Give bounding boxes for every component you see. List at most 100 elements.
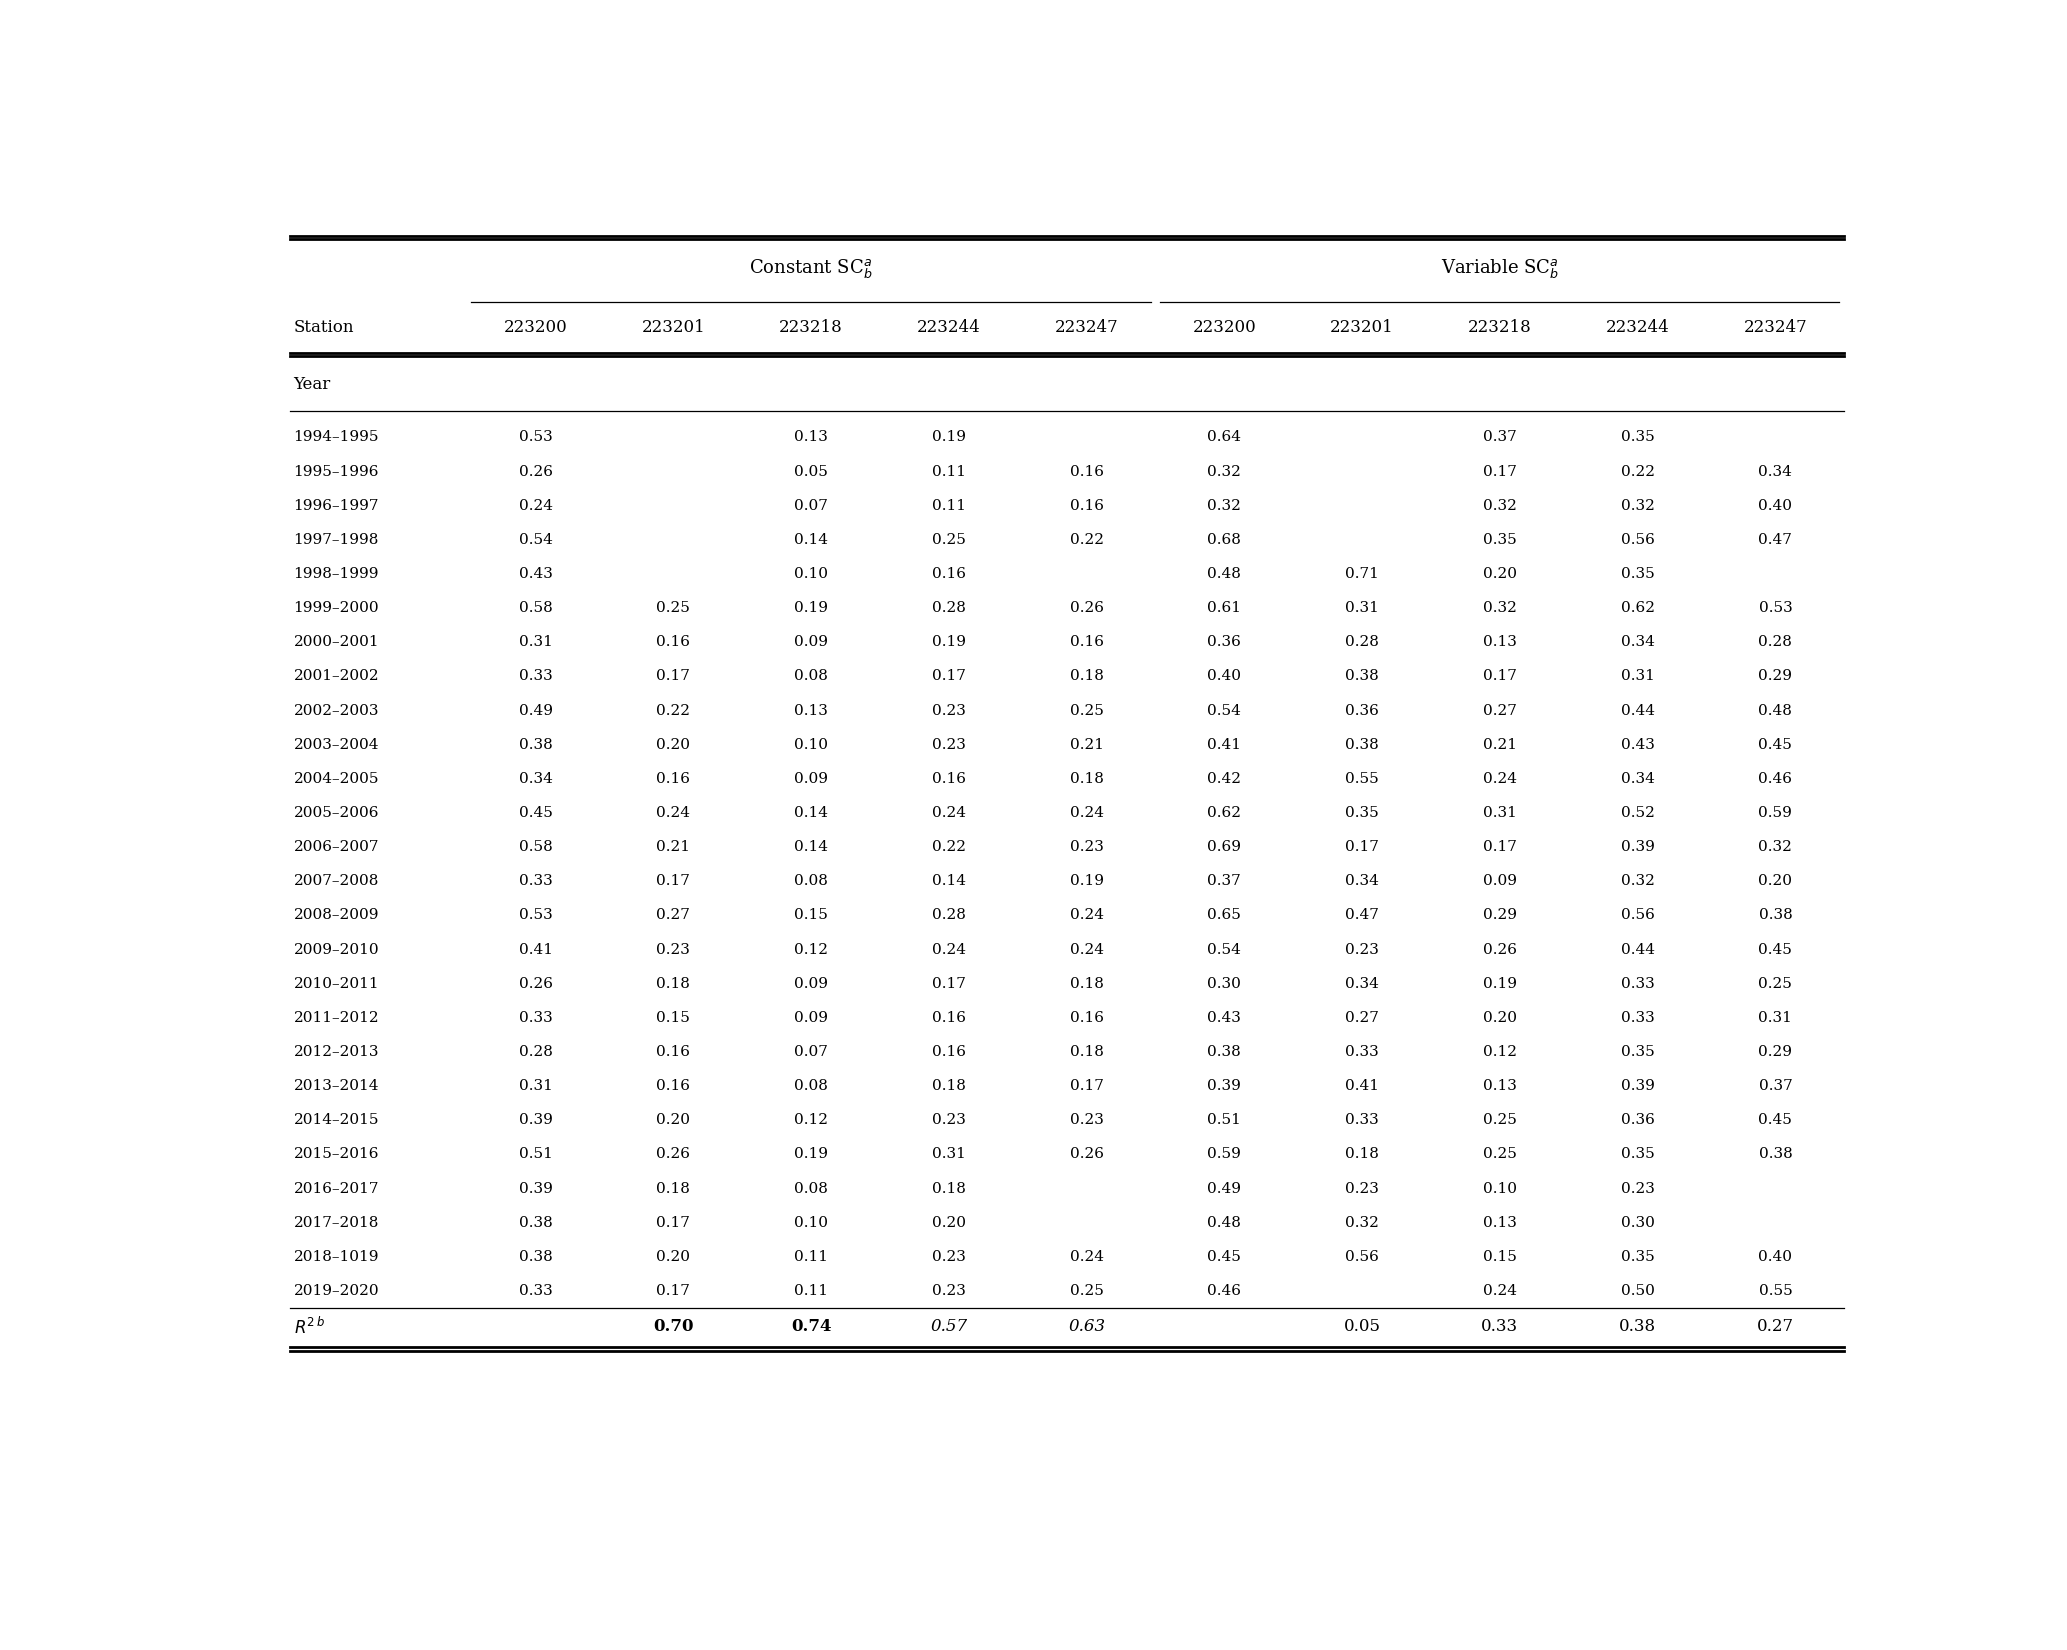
Text: 0.31: 0.31 bbox=[1759, 1011, 1792, 1025]
Text: 2006–2007: 2006–2007 bbox=[294, 840, 378, 855]
Text: 2002–2003: 2002–2003 bbox=[294, 703, 378, 718]
Text: 0.39: 0.39 bbox=[519, 1181, 552, 1196]
Text: 0.20: 0.20 bbox=[1482, 1011, 1517, 1025]
Text: 1999–2000: 1999–2000 bbox=[294, 601, 378, 615]
Text: 2018–1019: 2018–1019 bbox=[294, 1249, 378, 1264]
Text: 0.23: 0.23 bbox=[932, 738, 965, 752]
Text: 0.53: 0.53 bbox=[1759, 601, 1792, 615]
Text: 0.37: 0.37 bbox=[1759, 1079, 1792, 1094]
Text: 0.53: 0.53 bbox=[519, 909, 552, 922]
Text: 0.39: 0.39 bbox=[519, 1114, 552, 1127]
Text: 0.45: 0.45 bbox=[1759, 738, 1792, 752]
Text: 0.32: 0.32 bbox=[1207, 465, 1242, 478]
Text: 0.16: 0.16 bbox=[932, 1044, 965, 1059]
Text: 0.28: 0.28 bbox=[932, 909, 965, 922]
Text: 0.18: 0.18 bbox=[932, 1079, 965, 1094]
Text: 0.58: 0.58 bbox=[519, 601, 552, 615]
Text: 223201: 223201 bbox=[641, 318, 705, 337]
Text: 223247: 223247 bbox=[1054, 318, 1118, 337]
Text: 0.16: 0.16 bbox=[657, 635, 690, 650]
Text: 0.33: 0.33 bbox=[1621, 977, 1654, 990]
Text: 0.10: 0.10 bbox=[1482, 1181, 1517, 1196]
Text: 0.38: 0.38 bbox=[1346, 670, 1379, 683]
Text: 0.10: 0.10 bbox=[794, 1216, 829, 1229]
Text: 0.18: 0.18 bbox=[657, 977, 690, 990]
Text: 0.51: 0.51 bbox=[519, 1147, 552, 1162]
Text: 0.64: 0.64 bbox=[1207, 431, 1242, 444]
Text: 0.49: 0.49 bbox=[1207, 1181, 1242, 1196]
Text: 0.35: 0.35 bbox=[1621, 1044, 1654, 1059]
Text: 0.32: 0.32 bbox=[1482, 498, 1517, 513]
Text: 2001–2002: 2001–2002 bbox=[294, 670, 378, 683]
Text: 0.22: 0.22 bbox=[1621, 465, 1654, 478]
Text: 0.14: 0.14 bbox=[794, 805, 829, 820]
Text: 0.18: 0.18 bbox=[1346, 1147, 1379, 1162]
Text: 0.33: 0.33 bbox=[519, 874, 552, 888]
Text: 0.34: 0.34 bbox=[1346, 874, 1379, 888]
Text: 0.31: 0.31 bbox=[1482, 805, 1517, 820]
Text: 0.14: 0.14 bbox=[932, 874, 965, 888]
Text: 0.29: 0.29 bbox=[1759, 1044, 1792, 1059]
Text: 0.16: 0.16 bbox=[1069, 635, 1104, 650]
Text: 2003–2004: 2003–2004 bbox=[294, 738, 378, 752]
Text: 0.38: 0.38 bbox=[1207, 1044, 1240, 1059]
Text: 0.17: 0.17 bbox=[657, 1284, 690, 1299]
Text: 0.33: 0.33 bbox=[519, 1011, 552, 1025]
Text: 0.17: 0.17 bbox=[1482, 465, 1517, 478]
Text: 0.38: 0.38 bbox=[1346, 738, 1379, 752]
Text: 2008–2009: 2008–2009 bbox=[294, 909, 378, 922]
Text: 0.44: 0.44 bbox=[1621, 703, 1654, 718]
Text: 0.35: 0.35 bbox=[1621, 1147, 1654, 1162]
Text: 0.20: 0.20 bbox=[1482, 568, 1517, 581]
Text: 0.45: 0.45 bbox=[1207, 1249, 1242, 1264]
Text: 0.32: 0.32 bbox=[1207, 498, 1242, 513]
Text: 2005–2006: 2005–2006 bbox=[294, 805, 378, 820]
Text: 0.28: 0.28 bbox=[1346, 635, 1379, 650]
Text: 0.30: 0.30 bbox=[1621, 1216, 1654, 1229]
Text: 223244: 223244 bbox=[1606, 318, 1670, 337]
Text: 0.35: 0.35 bbox=[1621, 1249, 1654, 1264]
Text: 0.48: 0.48 bbox=[1207, 568, 1242, 581]
Text: 0.14: 0.14 bbox=[794, 840, 829, 855]
Text: 0.11: 0.11 bbox=[794, 1284, 829, 1299]
Text: 0.37: 0.37 bbox=[1207, 874, 1240, 888]
Text: 2004–2005: 2004–2005 bbox=[294, 772, 378, 785]
Text: 0.41: 0.41 bbox=[519, 942, 552, 957]
Text: 0.28: 0.28 bbox=[1759, 635, 1792, 650]
Text: 0.47: 0.47 bbox=[1346, 909, 1379, 922]
Text: 0.23: 0.23 bbox=[932, 1249, 965, 1264]
Text: 0.33: 0.33 bbox=[1482, 1318, 1519, 1335]
Text: Variable SC$_b^a$: Variable SC$_b^a$ bbox=[1441, 257, 1559, 280]
Text: 0.18: 0.18 bbox=[1069, 772, 1104, 785]
Text: 0.16: 0.16 bbox=[932, 1011, 965, 1025]
Text: 0.43: 0.43 bbox=[1621, 738, 1654, 752]
Text: 0.10: 0.10 bbox=[794, 738, 829, 752]
Text: 0.32: 0.32 bbox=[1621, 874, 1654, 888]
Text: 0.45: 0.45 bbox=[1759, 1114, 1792, 1127]
Text: 0.31: 0.31 bbox=[932, 1147, 965, 1162]
Text: 0.57: 0.57 bbox=[930, 1318, 967, 1335]
Text: 0.26: 0.26 bbox=[1069, 1147, 1104, 1162]
Text: 0.36: 0.36 bbox=[1207, 635, 1242, 650]
Text: 2013–2014: 2013–2014 bbox=[294, 1079, 378, 1094]
Text: 0.40: 0.40 bbox=[1759, 1249, 1792, 1264]
Text: 2000–2001: 2000–2001 bbox=[294, 635, 378, 650]
Text: 0.21: 0.21 bbox=[1069, 738, 1104, 752]
Text: 2014–2015: 2014–2015 bbox=[294, 1114, 378, 1127]
Text: 0.29: 0.29 bbox=[1482, 909, 1517, 922]
Text: 0.27: 0.27 bbox=[1346, 1011, 1379, 1025]
Text: 0.25: 0.25 bbox=[657, 601, 690, 615]
Text: 0.33: 0.33 bbox=[1346, 1114, 1379, 1127]
Text: 0.38: 0.38 bbox=[1759, 1147, 1792, 1162]
Text: 0.35: 0.35 bbox=[1482, 533, 1517, 546]
Text: 0.17: 0.17 bbox=[1346, 840, 1379, 855]
Text: 0.38: 0.38 bbox=[519, 738, 552, 752]
Text: 0.62: 0.62 bbox=[1621, 601, 1654, 615]
Text: 0.51: 0.51 bbox=[1207, 1114, 1242, 1127]
Text: 0.65: 0.65 bbox=[1207, 909, 1242, 922]
Text: 0.16: 0.16 bbox=[657, 1079, 690, 1094]
Text: 0.41: 0.41 bbox=[1207, 738, 1242, 752]
Text: 0.31: 0.31 bbox=[519, 1079, 552, 1094]
Text: 0.32: 0.32 bbox=[1759, 840, 1792, 855]
Text: 0.08: 0.08 bbox=[794, 874, 829, 888]
